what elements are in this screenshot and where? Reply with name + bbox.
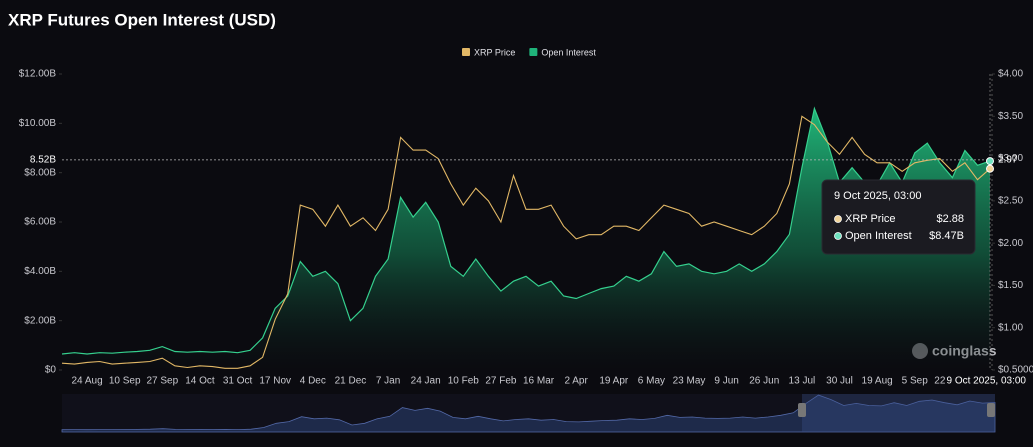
y-tick-label: $12.00B: [19, 69, 57, 80]
legend-label: Open Interest: [541, 47, 596, 57]
x-tick-label: 16 Mar: [523, 376, 555, 387]
x-tick-label: 14 Oct: [185, 376, 215, 387]
x-tick-label: 6 May: [638, 376, 665, 387]
y2-tick-label: $1.50: [998, 280, 1023, 291]
y2-tick-label: $2.50: [998, 195, 1023, 206]
x-tick-label: 9 Oct 2025, 03:00: [946, 376, 1026, 387]
x-tick-label: 19 Apr: [599, 376, 629, 387]
legend-swatch: [529, 48, 538, 56]
tooltip: 9 Oct 2025, 03:00 XRP Price $2.88 Open Inte…: [821, 179, 976, 255]
y2-tick-label: $2.00: [998, 238, 1023, 249]
navigator-handle[interactable]: [798, 403, 806, 417]
tooltip-series-name: Open Interest: [845, 230, 912, 242]
x-tick-label: 26 Jun: [749, 376, 779, 387]
point-marker: [986, 164, 994, 173]
area: [62, 108, 990, 370]
crosshair-y2-label: 2.97: [998, 155, 1018, 166]
y2-tick-label: $4.00: [998, 69, 1023, 80]
x-tick-label: 19 Aug: [862, 376, 893, 387]
chart-title: XRP Futures Open Interest (USD): [8, 10, 276, 29]
x-tick-label: 10 Sep: [109, 376, 141, 387]
y2-tick-label: $3.00: [998, 153, 1023, 164]
tooltip-title: 9 Oct 2025, 03:00: [834, 190, 921, 202]
navigator-handle[interactable]: [987, 403, 995, 417]
x-tick-label: 17 Nov: [259, 376, 291, 387]
x-tick-label: 27 Feb: [485, 376, 517, 387]
y-tick-label: $10.00B: [19, 118, 57, 129]
x-tick-label: 9 Jun: [714, 376, 738, 387]
y-tick-label: $6.00B: [24, 217, 56, 228]
y-tick-label: $8.00B: [24, 167, 56, 178]
x-tick-label: 4 Dec: [300, 376, 326, 387]
x-tick-label: 23 May: [673, 376, 706, 387]
tooltip-value: $2.88: [936, 213, 964, 225]
y2-tick-label: $0.5000: [998, 365, 1033, 376]
y-tick-label: $2.00B: [24, 315, 56, 326]
tooltip-series-name: XRP Price: [845, 213, 896, 225]
x-tick-label: 31 Oct: [223, 376, 253, 387]
x-tick-label: 5 Sep: [902, 376, 929, 387]
area-line: [61, 106, 991, 355]
x-tick-label: 13 Jul: [789, 376, 816, 387]
tooltip-box: [821, 179, 976, 255]
crosshair-y-label: 8.52B: [30, 154, 56, 165]
tooltip-value: $8.47B: [929, 230, 964, 242]
tooltip-swatch: [834, 232, 842, 240]
x-tick-label: 21 Dec: [335, 376, 367, 387]
x-tick-label: 10 Feb: [448, 376, 480, 387]
navigator-window: [802, 394, 995, 432]
x-tick-label: 2 Apr: [564, 376, 588, 387]
x-tick-label: 22: [934, 376, 946, 387]
y-tick-label: $4.00B: [24, 266, 56, 277]
point-marker: [986, 157, 994, 166]
legend-swatch: [462, 48, 470, 56]
x-tick-label: 30 Jul: [826, 376, 853, 387]
x-tick-label: 24 Jan: [411, 376, 441, 387]
x-tick-label: 27 Sep: [146, 376, 178, 387]
navigator-area: [61, 394, 996, 433]
x-tick-label: 7 Jan: [376, 376, 400, 387]
y-tick-label: $0: [45, 365, 57, 376]
x-tick-label: 24 Aug: [72, 376, 103, 387]
line: [61, 115, 991, 369]
legend-label: XRP Price: [474, 47, 515, 57]
y2-tick-label: $3.50: [998, 111, 1023, 122]
y2-tick-label: $1.00: [998, 322, 1023, 333]
tooltip-swatch: [834, 215, 842, 223]
